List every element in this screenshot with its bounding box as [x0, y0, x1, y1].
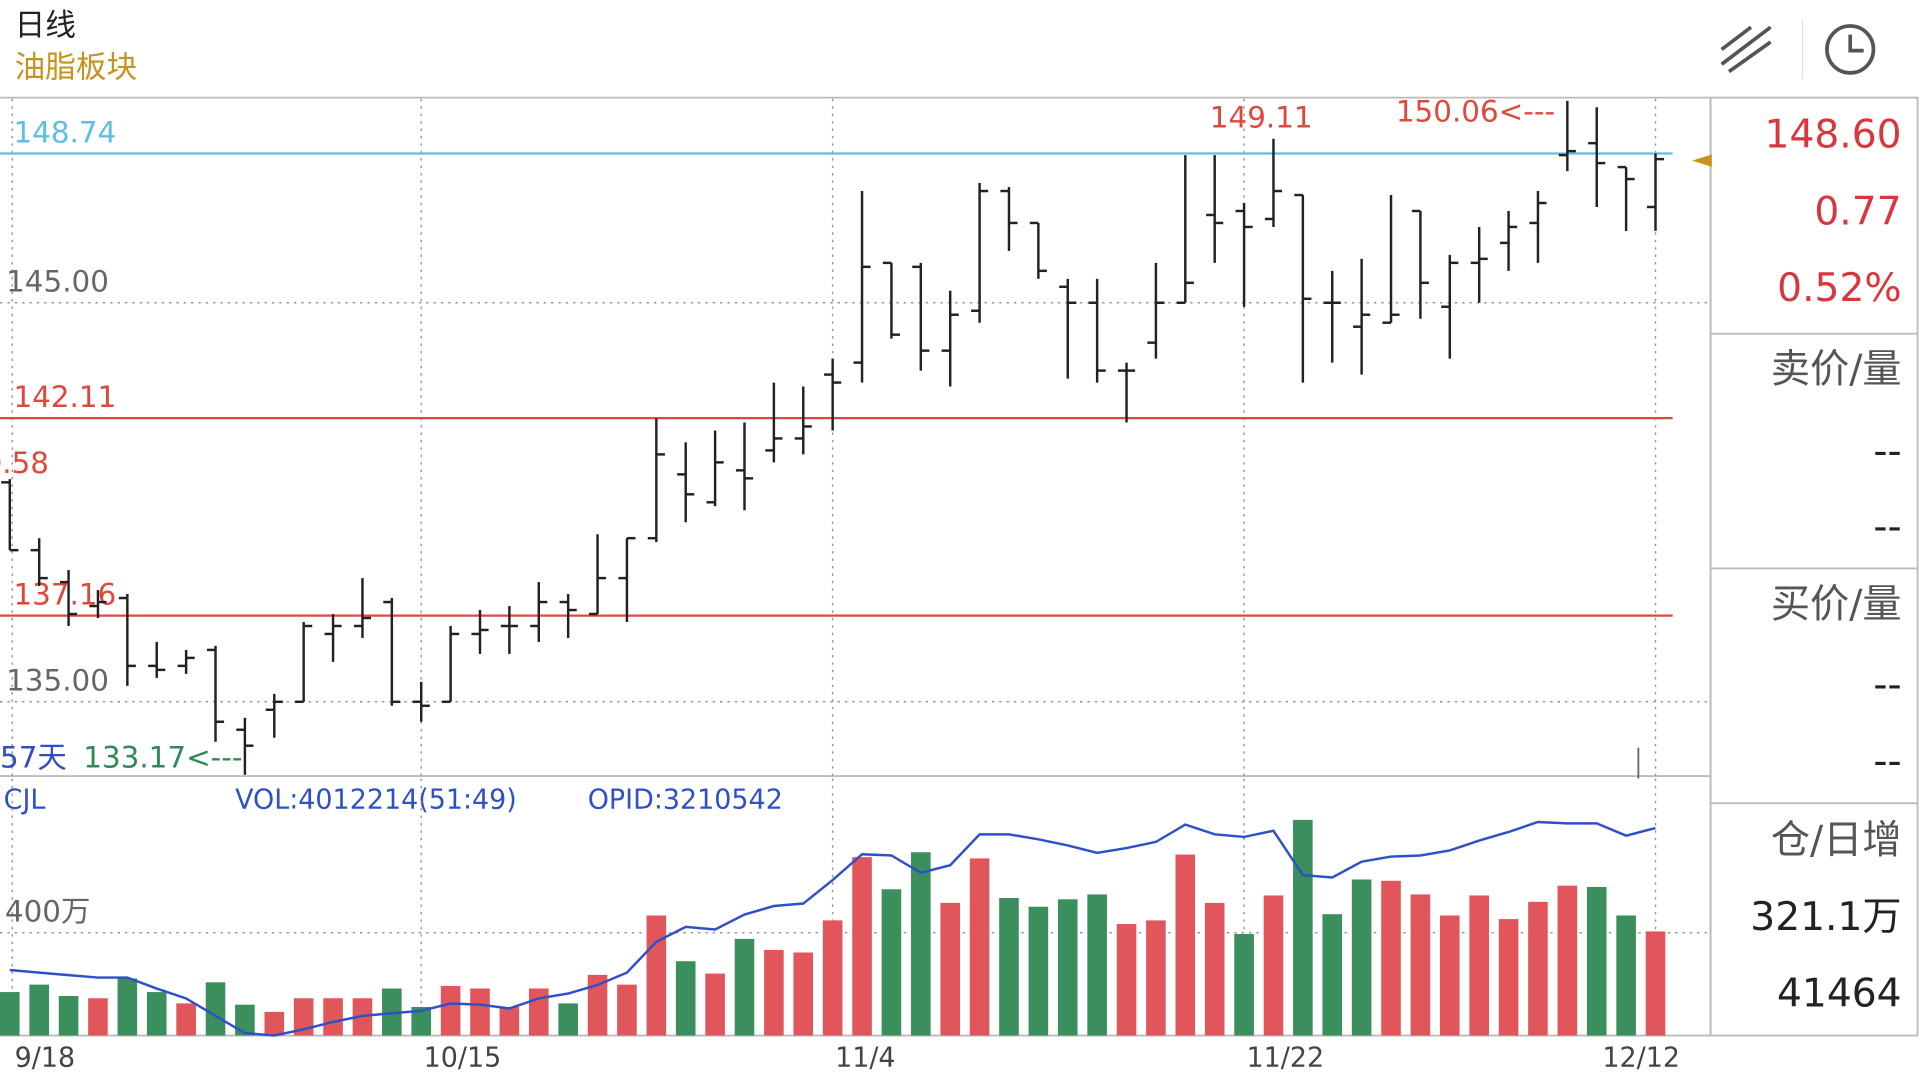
volume-bar: [146, 992, 167, 1036]
volume-bar: [411, 1006, 432, 1036]
volume-bar: [675, 961, 696, 1036]
high-label: 140.58: [0, 446, 49, 480]
open-interest: 321.1万: [1750, 894, 1901, 940]
volume-bar: [1440, 915, 1460, 1036]
volume-title: CJL: [4, 784, 46, 815]
toolbar-icons[interactable]: [1720, 19, 1876, 80]
oi-change: 41464: [1777, 970, 1902, 1016]
high-label: 149.11: [1210, 100, 1313, 134]
volume-bar: [734, 938, 755, 1036]
buy-price: --: [1873, 661, 1901, 707]
volume-bar: [1263, 895, 1284, 1036]
oi-annotation: OPID:3210542: [588, 784, 783, 815]
volume-bar: [1528, 901, 1548, 1036]
sell-price: --: [1873, 428, 1901, 474]
y-tick-label: 135.00: [6, 663, 109, 697]
clock-icon[interactable]: [1825, 24, 1876, 75]
volume-bar: [1146, 920, 1166, 1036]
volume-bar: [852, 857, 872, 1036]
volume-bar: [1469, 895, 1489, 1036]
volume-bar: [1381, 880, 1401, 1036]
annotation: 57天: [0, 740, 67, 774]
volume-bar: [293, 998, 314, 1036]
volume-bar: [911, 852, 931, 1036]
level-label: 142.11: [13, 380, 116, 414]
volume-bar: [940, 902, 960, 1036]
x-tick-label: 9/18: [15, 1042, 75, 1073]
volume-bar: [1293, 819, 1313, 1036]
volume-bar: [1204, 902, 1225, 1036]
volume-bar: [0, 992, 20, 1036]
volume-bar: [1028, 906, 1049, 1036]
volume-bar: [323, 998, 343, 1036]
last-price: 148.60: [1765, 112, 1902, 158]
annotation: 133.17<---: [83, 740, 242, 774]
volume-bar: [764, 949, 784, 1036]
volume-bar: [440, 985, 461, 1036]
sell-label: 卖价/量: [1771, 346, 1902, 392]
y-tick-label: 145.00: [6, 264, 109, 298]
volume-bar: [117, 978, 138, 1036]
volume-bar: [1557, 885, 1578, 1036]
volume-bar: [999, 898, 1019, 1036]
volume-bar: [881, 889, 902, 1036]
volume-bar: [235, 1004, 255, 1036]
volume-bar: [1410, 894, 1431, 1036]
volume-bar: [499, 1006, 520, 1036]
x-tick-label: 12/12: [1602, 1042, 1680, 1073]
open-interest-line: [9, 820, 1656, 1037]
oi-label: 仓/日增: [1771, 817, 1902, 863]
volume-bar: [1616, 915, 1636, 1036]
chart-title: 日线: [15, 8, 76, 44]
chart-subtitle: 油脂板块: [15, 50, 137, 86]
volume-bar: [617, 984, 637, 1036]
sell-volume: --: [1873, 503, 1901, 549]
volume-bar: [88, 998, 108, 1036]
x-tick-label: 10/15: [424, 1042, 502, 1073]
clock-hands: [1848, 34, 1864, 53]
volume-bar: [58, 995, 79, 1036]
volume-bar: [1645, 931, 1666, 1036]
volume-bar: [1498, 919, 1519, 1036]
volume-bar: [705, 973, 725, 1036]
price-change-pct: 0.52%: [1777, 265, 1901, 311]
volume-bar: [29, 984, 49, 1036]
price-pointer: [1692, 154, 1712, 167]
volume-bar: [1351, 879, 1372, 1036]
annotation: 150.06<---: [1396, 95, 1555, 129]
volume-bar: [528, 988, 549, 1036]
side-panel: 148.60 0.77 0.52% 卖价/量 -- -- 买价/量 -- -- …: [1750, 112, 1901, 1017]
volume-annotation: VOL:4012214(51:49): [235, 784, 517, 815]
volume-bar: [1087, 894, 1107, 1036]
volume-bar: [1322, 914, 1343, 1036]
volume-bar: [176, 1003, 196, 1036]
buy-volume: --: [1873, 738, 1901, 784]
volume-bar: [264, 1011, 285, 1036]
volume-bar: [1057, 899, 1078, 1036]
volume-bar: [382, 988, 402, 1036]
volume-bar: [969, 858, 990, 1036]
volume-bar: [1175, 854, 1196, 1036]
x-tick-label: 11/22: [1247, 1042, 1325, 1073]
volume-bar: [822, 920, 843, 1036]
volume-bar: [587, 974, 608, 1036]
volume-bar: [205, 982, 226, 1036]
volume-bar: [646, 915, 667, 1036]
volume-bar: [793, 952, 814, 1036]
buy-label: 买价/量: [1771, 581, 1902, 627]
price-change: 0.77: [1814, 188, 1901, 234]
volume-bar: [470, 988, 490, 1036]
volume-bar: [1586, 886, 1607, 1036]
indicator-icon[interactable]: [1720, 25, 1772, 74]
level-label: 148.74: [13, 115, 116, 149]
volume-bar: [558, 1003, 578, 1036]
y-tick-label: 400万: [5, 894, 90, 928]
volume-bar: [1116, 923, 1137, 1036]
volume-bar: [1234, 933, 1254, 1036]
x-tick-label: 11/4: [835, 1042, 895, 1073]
